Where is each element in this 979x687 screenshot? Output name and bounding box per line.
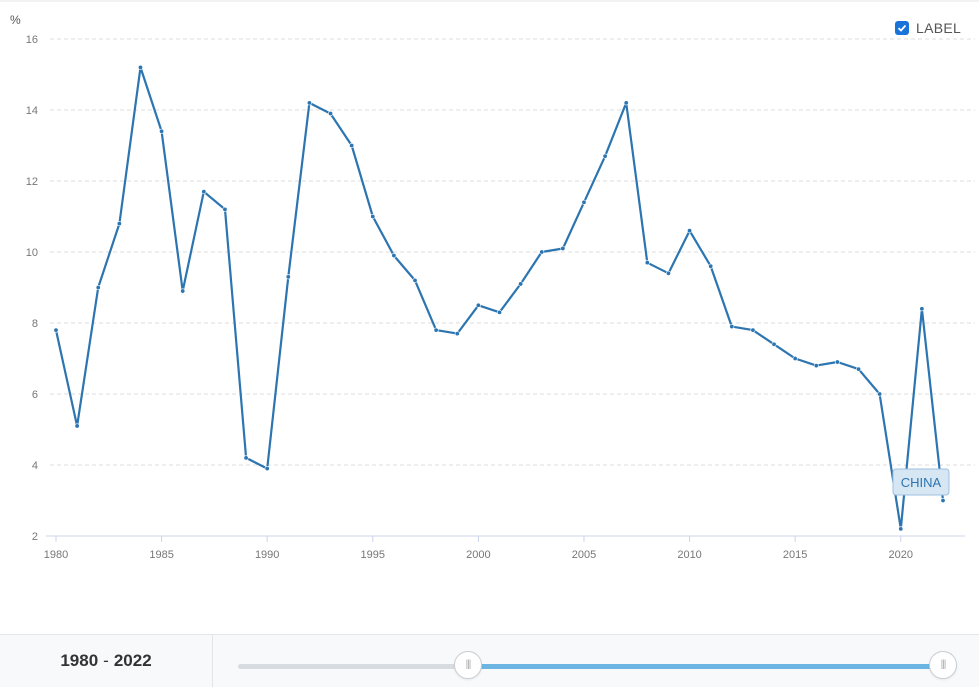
range-start-year: 1980 [60, 651, 99, 670]
data-point [264, 466, 270, 472]
data-point [813, 363, 819, 369]
data-point [687, 228, 693, 234]
data-point [665, 270, 671, 276]
data-point [454, 331, 460, 337]
y-tick-label: 8 [32, 318, 38, 330]
y-tick-label: 6 [32, 389, 38, 401]
x-tick-label: 2010 [677, 549, 701, 561]
range-slider-selection [468, 664, 943, 669]
x-tick-label: 1990 [255, 549, 279, 561]
data-point [222, 206, 228, 212]
data-point [877, 391, 883, 397]
data-point [834, 359, 840, 365]
data-point [539, 249, 545, 255]
data-point [201, 189, 207, 195]
data-point [412, 277, 418, 283]
data-point [919, 306, 925, 312]
y-tick-label: 12 [26, 176, 38, 188]
data-point [74, 423, 80, 429]
data-point [771, 341, 777, 347]
data-point [560, 245, 566, 251]
range-separator: - [103, 651, 109, 670]
data-point [518, 281, 524, 287]
year-range-display: 1980 - 2022 [0, 635, 213, 687]
x-tick-label: 1985 [149, 549, 173, 561]
y-tick-label: 10 [26, 247, 38, 259]
range-end-year: 2022 [113, 651, 152, 670]
data-point [475, 302, 481, 308]
data-point [496, 309, 502, 315]
data-point [623, 100, 629, 106]
grip-icon: ||| [465, 659, 472, 670]
x-tick-label: 2020 [889, 549, 913, 561]
data-point [708, 263, 714, 269]
data-point [391, 253, 397, 259]
data-point [856, 366, 862, 372]
data-point [602, 153, 608, 159]
range-slider-start-handle[interactable]: ||| [454, 651, 482, 679]
data-point [581, 199, 587, 205]
data-point [180, 288, 186, 294]
label-toggle[interactable]: LABEL [895, 18, 961, 38]
checkbox-checked-icon[interactable] [895, 21, 909, 35]
data-point [243, 455, 249, 461]
data-point [159, 128, 165, 134]
x-tick-label: 2005 [572, 549, 596, 561]
data-point [95, 284, 101, 290]
x-tick-label: 1995 [361, 549, 385, 561]
data-point [898, 526, 904, 532]
year-range-footer: 1980 - 2022 ||| ||| [0, 634, 979, 687]
y-tick-label: 14 [26, 105, 38, 117]
data-point [729, 324, 735, 330]
data-point [940, 497, 946, 503]
data-point [285, 274, 291, 280]
data-point [433, 327, 439, 333]
data-point [306, 100, 312, 106]
data-point [644, 260, 650, 266]
data-point [792, 355, 798, 361]
data-point [349, 143, 355, 149]
series-line-china [54, 66, 945, 531]
data-point [370, 214, 376, 220]
y-axis-unit-label: % [10, 13, 21, 27]
x-tick-label: 2015 [783, 549, 807, 561]
data-point [328, 111, 334, 117]
series-label-box [892, 468, 950, 496]
data-point [116, 221, 122, 227]
x-tick-label: 1980 [44, 549, 68, 561]
data-point [137, 64, 143, 70]
data-point [53, 327, 59, 333]
range-slider-end-handle[interactable]: ||| [929, 651, 957, 679]
data-point [750, 327, 756, 333]
label-toggle-text: LABEL [916, 20, 962, 36]
series-label-china: CHINA [901, 475, 942, 490]
grip-icon: ||| [940, 659, 947, 670]
line-chart: % 16 14 12 10 8 6 4 2 1980 1985 1990 1995 2000 2005 201… [0, 0, 979, 561]
x-tick-label: 2000 [466, 549, 490, 561]
y-tick-label: 2 [32, 531, 38, 543]
y-tick-label: 4 [32, 460, 38, 472]
y-tick-label: 16 [26, 34, 38, 46]
